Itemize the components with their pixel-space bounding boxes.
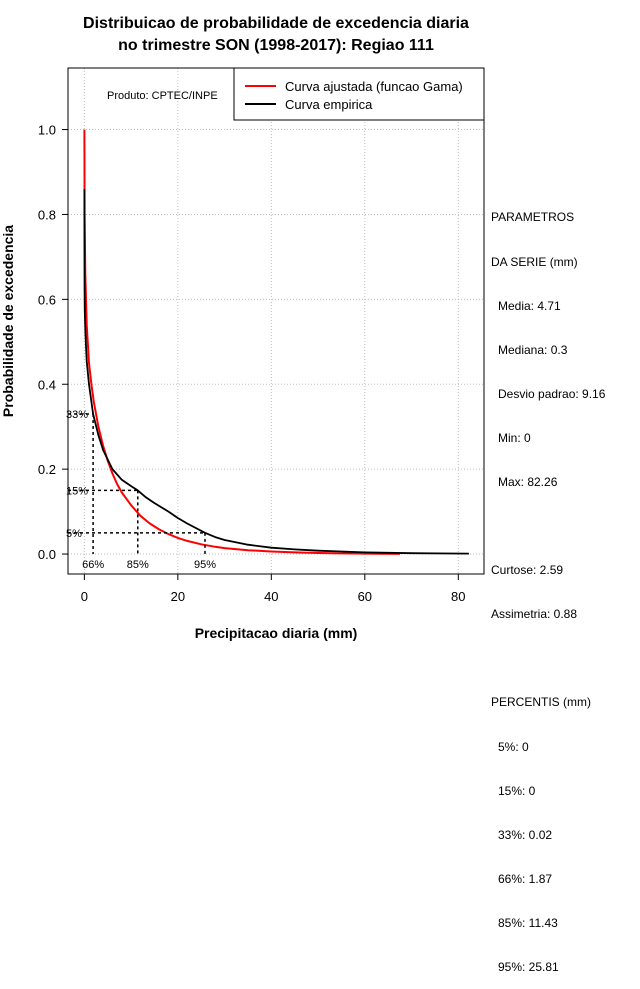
y-axis-label: Probabilidade de excedencia: [0, 225, 16, 417]
y-tick-label: 0.8: [38, 207, 56, 222]
stat-mediana: Mediana: 0.3: [498, 342, 568, 357]
stat-assimetria: Assimetria: 0.88: [491, 607, 578, 622]
annotation-percentile-label: 66%: [82, 559, 104, 571]
plot-frame: [67, 67, 485, 575]
x-tick-label: 80: [451, 589, 465, 604]
annotation-prob-label: 15%: [66, 485, 88, 497]
percentil-33: 33%: 0.02: [498, 827, 553, 842]
annotation-prob-label: 33%: [66, 409, 88, 421]
series-line-empirical: [83, 188, 469, 555]
stats-panel: PARAMETROS DA SERIE (mm) Media: 4.71 Med…: [491, 181, 605, 989]
percentil-66: 66%: 1.87: [498, 871, 553, 886]
annotation-prob-label: 5%: [66, 528, 82, 540]
percentil-95: 95%: 25.81: [498, 960, 559, 974]
annotation-percentile-label: 95%: [194, 559, 216, 571]
stats-header-2: DA SERIE (mm): [491, 254, 578, 269]
annotation-layer: 33% 66% 15% 85% 5% 95%: [66, 409, 216, 571]
legend: Curva ajustada (funcao Gama) Curva empir…: [233, 67, 485, 121]
y-tick-label: 0.0: [38, 547, 56, 562]
chart-canvas: Distribuicao de probabilidade de exceden…: [0, 15, 485, 641]
y-axis: 0.0 0.2 0.4 0.6 0.8 1.0: [38, 123, 68, 562]
stat-min: Min: 0: [498, 430, 531, 445]
stat-desvio: Desvio padrao: 9.16: [498, 386, 606, 401]
percentil-85: 85%: 11.43: [498, 915, 558, 930]
series-layer: [83, 129, 469, 555]
x-tick-label: 0: [81, 589, 88, 604]
stats-spacer: [491, 519, 605, 534]
x-axis-label: Precipitacao diaria (mm): [195, 625, 358, 641]
y-tick-label: 0.4: [38, 377, 56, 392]
x-tick-label: 20: [171, 589, 185, 604]
annotation-percentile-label: 85%: [127, 559, 149, 571]
y-tick-label: 0.2: [38, 462, 56, 477]
legend-box: [233, 67, 485, 121]
chart-title-line1: Distribuicao de probabilidade de exceden…: [83, 15, 469, 32]
y-tick-label: 0.6: [38, 292, 56, 307]
stat-max: Max: 82.26: [498, 474, 558, 489]
stat-curtose: Curtose: 2.59: [491, 563, 564, 578]
x-tick-label: 40: [264, 589, 278, 604]
grid-lines: [68, 68, 484, 574]
percentil-5: 5%: 0: [498, 739, 529, 754]
product-label: Produto: CPTEC/INPE: [107, 90, 218, 102]
legend-label-fitted: Curva ajustada (funcao Gama): [285, 79, 463, 94]
series-line-fitted: [83, 129, 400, 555]
stats-header-1: PARAMETROS: [491, 210, 575, 225]
stat-media: Media: 4.71: [498, 298, 561, 313]
percentil-15: 15%: 0: [498, 783, 536, 798]
stats-spacer: [491, 651, 605, 666]
x-tick-label: 60: [358, 589, 372, 604]
y-tick-label: 1.0: [38, 123, 56, 138]
percentis-header: PERCENTIS (mm): [491, 695, 591, 710]
legend-label-empirical: Curva empirica: [285, 97, 373, 112]
chart-title-line2: no trimestre SON (1998-2017): Regiao 111: [118, 37, 434, 54]
x-axis: 0 20 40 60 80: [81, 574, 466, 604]
